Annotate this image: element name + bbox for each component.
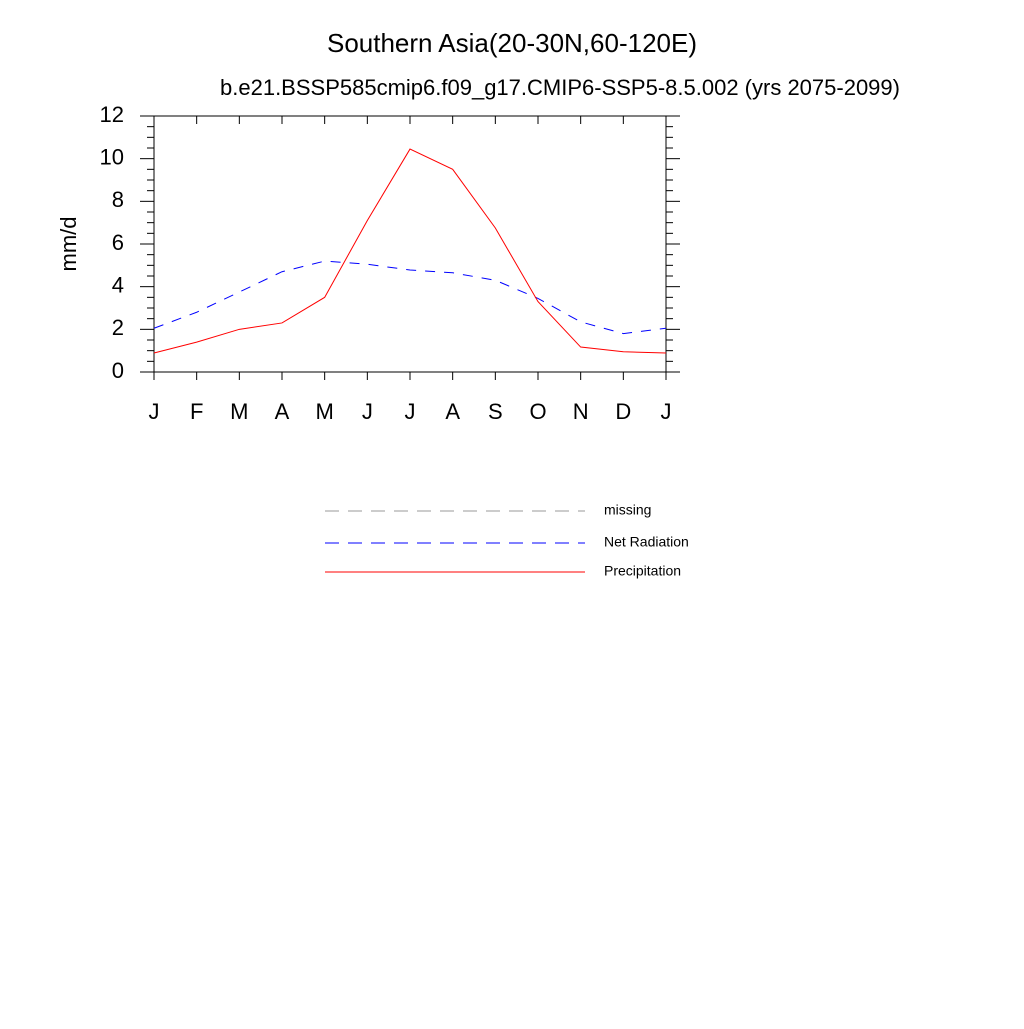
data-line — [153, 148, 667, 354]
y-tick-label: 12 — [100, 102, 124, 127]
x-tick-label: M — [316, 399, 334, 424]
chart-title: Southern Asia(20-30N,60-120E) — [327, 28, 697, 58]
y-tick-label: 2 — [112, 315, 124, 340]
y-axis-label: mm/d — [56, 217, 81, 272]
x-tick-label: M — [230, 399, 248, 424]
x-tick-label: N — [573, 399, 589, 424]
x-tick-label: A — [275, 399, 290, 424]
x-tick-label: J — [661, 399, 672, 424]
legend-label: Precipitation — [604, 563, 681, 579]
data-line — [153, 260, 667, 335]
x-tick-label: A — [445, 399, 460, 424]
x-tick-label: S — [488, 399, 503, 424]
x-tick-label: O — [529, 399, 546, 424]
y-tick-label: 0 — [112, 358, 124, 383]
x-tick-label: J — [362, 399, 373, 424]
x-tick-label: J — [149, 399, 160, 424]
legend-label: missing — [604, 502, 651, 518]
chart-subtitle: b.e21.BSSP585cmip6.f09_g17.CMIP6-SSP5-8.… — [220, 75, 900, 100]
legend-label: Net Radiation — [604, 534, 689, 550]
y-tick-label: 4 — [112, 272, 124, 297]
x-tick-label: D — [615, 399, 631, 424]
y-tick-label: 8 — [112, 187, 124, 212]
plot-frame — [153, 115, 667, 373]
y-tick-label: 6 — [112, 230, 124, 255]
x-tick-label: J — [405, 399, 416, 424]
x-tick-label: F — [190, 399, 203, 424]
y-tick-label: 10 — [100, 144, 124, 169]
